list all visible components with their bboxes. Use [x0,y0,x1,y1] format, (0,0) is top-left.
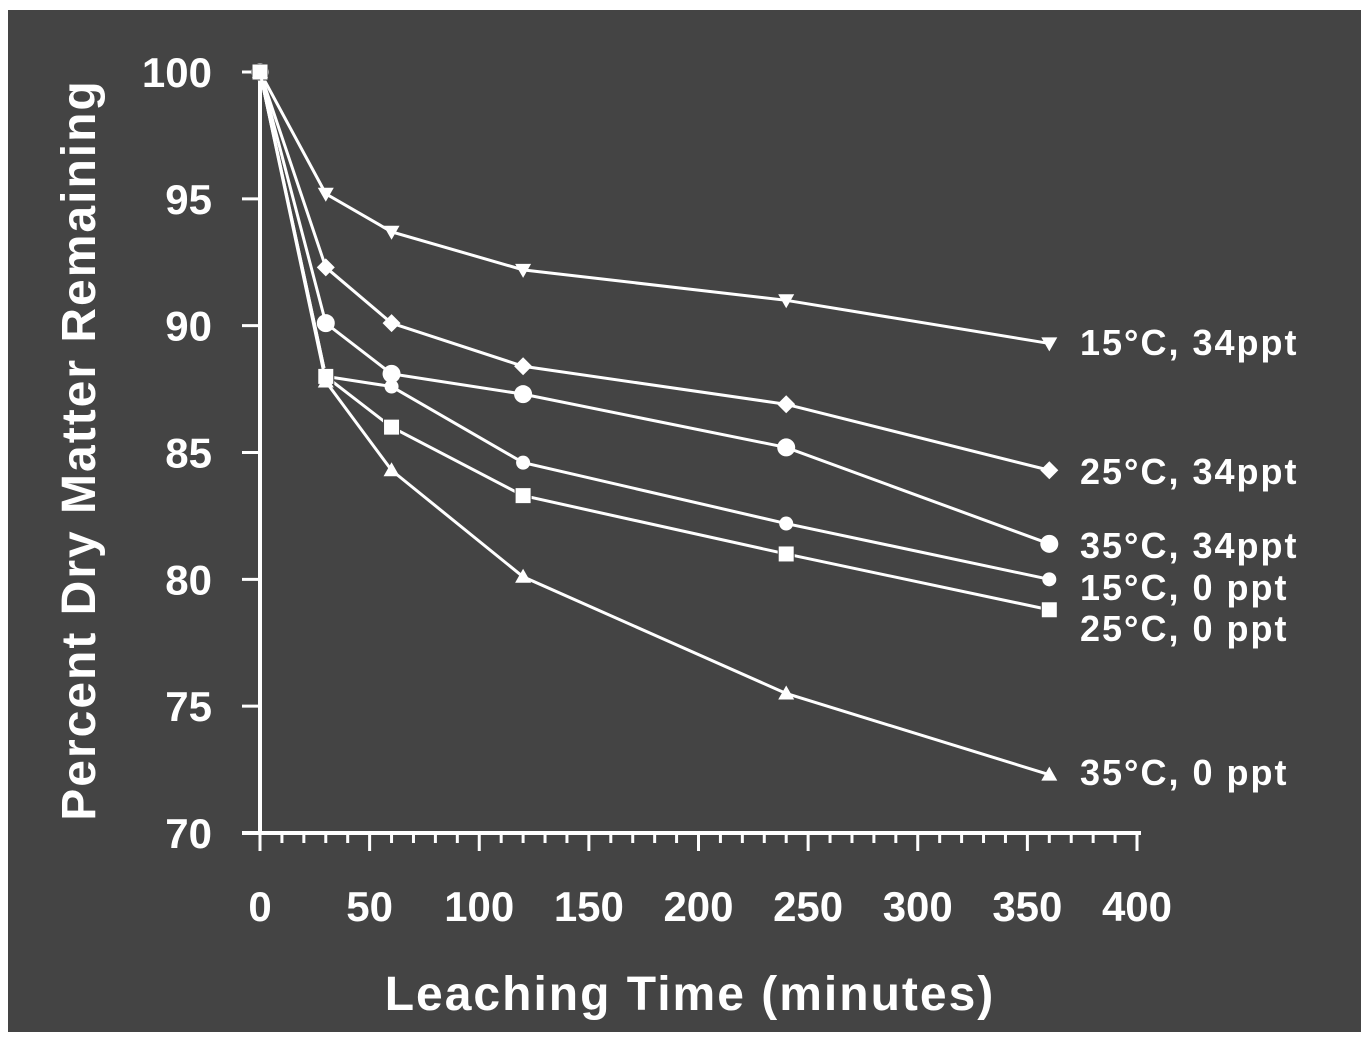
data-point [777,438,795,456]
data-point [514,385,532,403]
data-point [516,456,530,470]
series-line [260,72,1049,470]
series-label: 35°C, 0 ppt [1080,752,1288,793]
y-tick-label: 75 [165,683,212,730]
y-tick-label: 100 [142,49,212,96]
data-point [384,419,400,435]
series-line [260,72,1049,544]
data-point [1040,535,1058,553]
series-line [260,72,1049,610]
y-tick-label: 90 [165,303,212,350]
y-ticks: 70 75 80 85 90 95 100 [142,49,260,857]
data-point [515,488,531,504]
x-tick-label: 100 [444,883,514,930]
x-ticks: 0 50 100 150 200 250 300 350 400 [248,833,1172,930]
data-point [778,546,794,562]
x-tick-label: 200 [663,883,733,930]
y-tick-label: 85 [165,430,212,477]
series-label: 15°C, 0 ppt [1080,567,1288,608]
y-tick-label: 95 [165,176,212,223]
data-point [779,517,793,531]
series-line [260,72,1049,579]
data-point [1041,337,1057,351]
x-tick-label: 0 [248,883,271,930]
series-label: 15°C, 34ppt [1080,322,1298,363]
series-6: 35°C, 0 ppt [252,64,1288,793]
y-tick-label: 80 [165,556,212,603]
data-point [777,395,795,413]
x-tick-label: 50 [346,883,393,930]
x-axis-title: Leaching Time (minutes) [385,968,996,1021]
data-point [317,314,335,332]
data-point [318,188,334,202]
data-point [1042,572,1056,586]
y-axis-title: Percent Dry Matter Remaining [53,79,106,821]
x-tick-label: 250 [773,883,843,930]
x-tick-label: 400 [1102,883,1172,930]
data-point [1040,461,1058,479]
x-tick-label: 300 [883,883,953,930]
data-point [514,357,532,375]
series-label: 25°C, 0 ppt [1080,608,1288,649]
x-tick-label: 150 [554,883,624,930]
data-point [385,380,399,394]
series-1: 15°C, 34ppt [252,66,1298,363]
series-label: 25°C, 34ppt [1080,451,1298,492]
y-tick-label: 70 [165,810,212,857]
data-point [1041,602,1057,618]
x-tick-label: 350 [992,883,1062,930]
series-line [260,72,1049,775]
series-label: 35°C, 34ppt [1080,525,1298,566]
series-2: 25°C, 34ppt [251,63,1298,492]
series-line [260,72,1049,343]
